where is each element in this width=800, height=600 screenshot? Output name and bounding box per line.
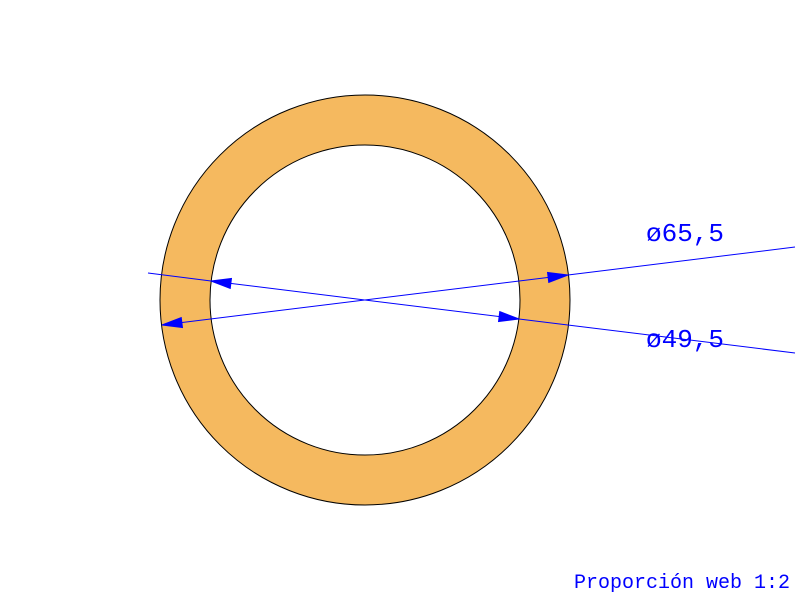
arrow-head xyxy=(499,312,519,322)
inner-dim-label: ø49,5 xyxy=(646,325,724,355)
scale-note: Proporción web 1:2 xyxy=(574,572,790,595)
technical-drawing: ø65,5 ø49,5 Proporción web 1:2 xyxy=(0,0,800,600)
outer-dim-leader xyxy=(568,247,795,275)
outer-dim-label: ø65,5 xyxy=(646,219,724,249)
arrow-head xyxy=(211,278,231,288)
